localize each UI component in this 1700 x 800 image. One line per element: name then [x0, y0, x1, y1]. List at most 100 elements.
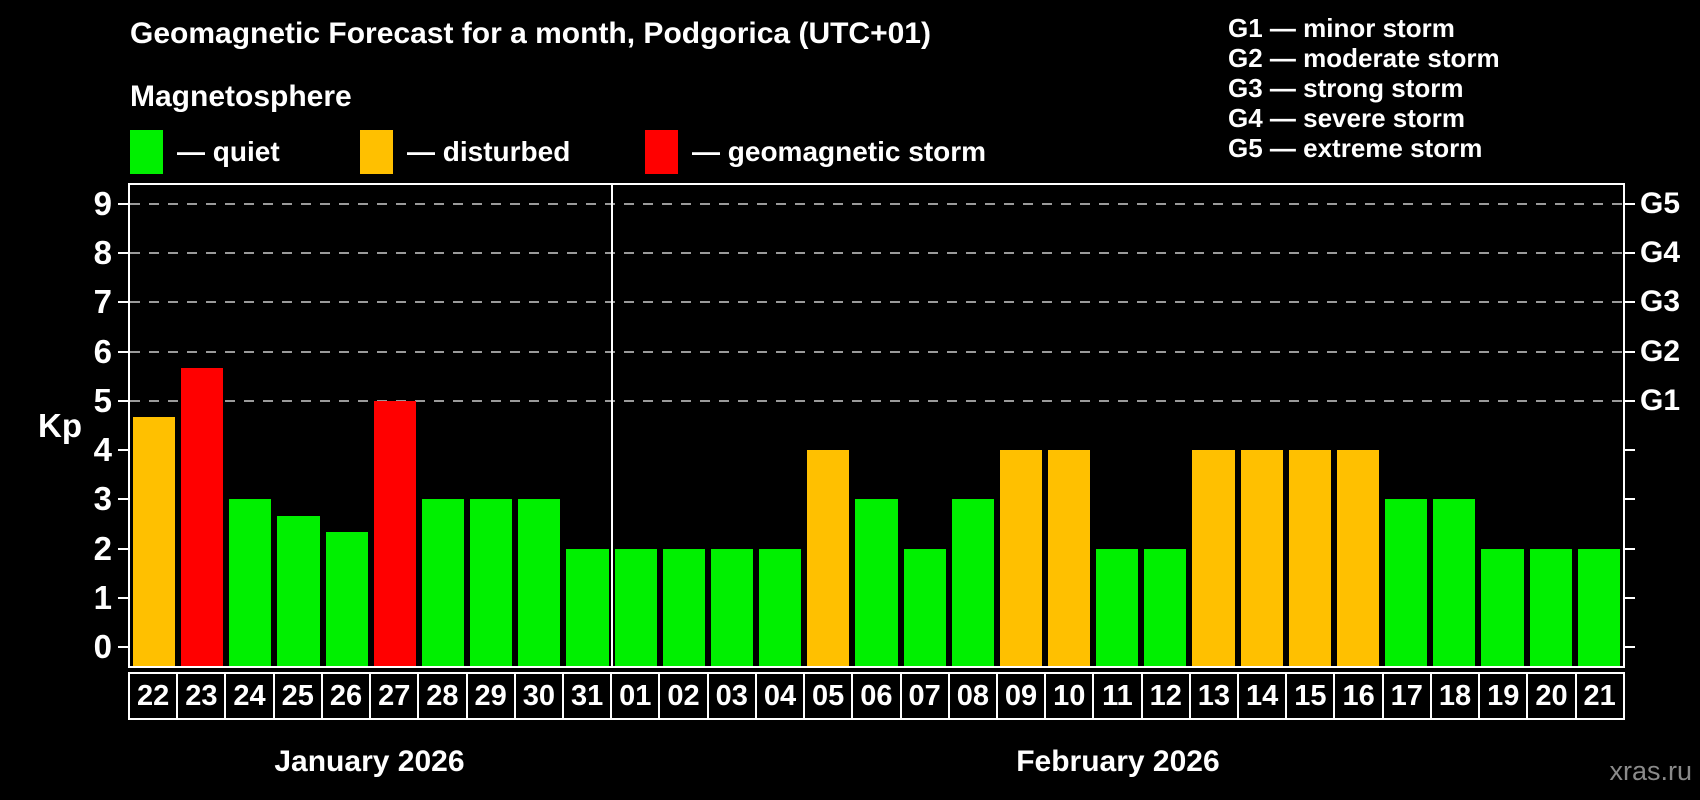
legend-label: — disturbed: [407, 136, 571, 167]
left-tick-kp5: [118, 399, 128, 402]
date-cell: 02: [658, 672, 709, 720]
date-cell: 10: [1044, 672, 1095, 720]
date-cell: 21: [1574, 672, 1625, 720]
right-tick-kp7: [1625, 301, 1635, 304]
y-axis-tick-labels: 0 1 2 3 4 5 6 7 8 9: [0, 185, 112, 666]
right-tick-kp2: [1625, 547, 1635, 550]
bar-slot-06: [852, 185, 900, 666]
kp-bar: [951, 499, 994, 666]
kp-bar: [1144, 548, 1187, 666]
date-cell: 09: [995, 672, 1047, 720]
bar-slot-24: [226, 185, 274, 666]
kp-bar: [277, 515, 320, 666]
date-cell: 17: [1381, 672, 1432, 720]
bar-slot-07: [901, 185, 949, 666]
bar-slot-10: [1045, 185, 1093, 666]
bar-slot-17: [1382, 185, 1430, 666]
bar-slot-29: [467, 185, 515, 666]
bar-slot-25: [274, 185, 322, 666]
bar-slot-19: [1478, 185, 1526, 666]
bar-slot-22: [130, 185, 178, 666]
gridline-kp9: [130, 203, 1623, 205]
date-cell: 04: [754, 672, 806, 720]
kp-bar: [518, 499, 561, 666]
kp-bar: [1481, 548, 1524, 666]
kp-bar: [1577, 548, 1620, 666]
g-axis-label-G2: G2: [1640, 334, 1681, 368]
bar-slot-08: [949, 185, 997, 666]
date-cell: 30: [513, 672, 564, 720]
month-label: February 2026: [1016, 745, 1220, 778]
date-cell: 25: [272, 672, 323, 720]
date-cell: 23: [176, 672, 227, 720]
bar-slot-15: [1286, 185, 1334, 666]
kp-bar: [1433, 499, 1476, 666]
legend-item-storm: — geomagnetic storm: [645, 128, 986, 176]
legend-item-quiet: — quiet: [130, 128, 280, 176]
kp-bar: [133, 417, 176, 666]
date-cell: 07: [899, 672, 950, 720]
status-legend: — quiet — disturbed — geomagnetic storm: [0, 128, 1700, 176]
date-cell: 06: [851, 672, 902, 720]
date-cell: 29: [465, 672, 516, 720]
month-divider-line: [610, 185, 613, 666]
right-tick-kp9: [1625, 203, 1635, 205]
date-cell: 20: [1526, 672, 1577, 720]
y-axis-title: Kp: [38, 407, 82, 444]
bar-slot-04: [756, 185, 804, 666]
kp-bar: [1529, 548, 1572, 666]
date-cell: 31: [561, 672, 613, 720]
date-cell: 22: [128, 672, 179, 720]
left-tick-kp1: [118, 596, 128, 599]
kp-bar: [903, 548, 946, 666]
g-axis-label-G1: G1: [1640, 383, 1681, 417]
date-cell: 12: [1140, 672, 1191, 720]
bar-slot-12: [1141, 185, 1189, 666]
g-axis-label-G5: G5: [1640, 187, 1681, 220]
watermark: xras.ru: [1609, 756, 1692, 786]
right-tick-kp0: [1625, 646, 1635, 648]
left-tick-kp0: [118, 646, 128, 648]
y-tick-label-1: 1: [93, 578, 112, 616]
plot-area: [118, 183, 1635, 668]
quiet-swatch: [130, 130, 163, 174]
kp-bar: [181, 367, 224, 666]
bar-slot-27: [371, 185, 419, 666]
chart-title: Geomagnetic Forecast for a month, Podgor…: [130, 17, 931, 50]
date-cell: 01: [610, 672, 661, 720]
date-cell: 08: [947, 672, 998, 720]
right-tick-kp3: [1625, 498, 1635, 501]
y-tick-label-3: 3: [93, 480, 112, 518]
bar-slot-03: [708, 185, 756, 666]
y-tick-label-7: 7: [93, 283, 112, 321]
kp-bar: [1288, 450, 1331, 666]
g-legend-line: G2 — moderate storm: [1228, 43, 1500, 73]
left-tick-kp9: [118, 203, 128, 205]
kp-bar: [470, 499, 513, 666]
kp-bar: [566, 548, 609, 666]
bar-slot-16: [1334, 185, 1382, 666]
y-tick-label-0: 0: [93, 628, 112, 665]
kp-bar: [1385, 499, 1428, 666]
y-tick-label-2: 2: [93, 529, 112, 567]
date-cell: 19: [1478, 672, 1529, 720]
gridline-kp7: [130, 301, 1623, 304]
left-tick-kp3: [118, 498, 128, 501]
y-tick-label-4: 4: [93, 431, 112, 469]
date-cell: 24: [224, 672, 275, 720]
storm-swatch: [645, 130, 678, 174]
left-tick-kp8: [118, 252, 128, 255]
g-legend-line: G5 — extreme storm: [1228, 133, 1483, 163]
chart-subtitle: Magnetosphere: [130, 80, 352, 113]
bar-slot-31: [563, 185, 611, 666]
legend-label: — quiet: [177, 136, 280, 167]
date-cell: 27: [369, 672, 420, 720]
bar-slot-11: [1093, 185, 1141, 666]
gridline-kp5: [130, 399, 1623, 402]
kp-bar: [229, 499, 272, 666]
y-tick-label-9: 9: [93, 185, 112, 222]
kp-bar: [1096, 548, 1139, 666]
date-cell: 18: [1429, 672, 1481, 720]
g-legend-line: G1 — minor storm: [1228, 13, 1455, 43]
right-tick-kp4: [1625, 449, 1635, 452]
